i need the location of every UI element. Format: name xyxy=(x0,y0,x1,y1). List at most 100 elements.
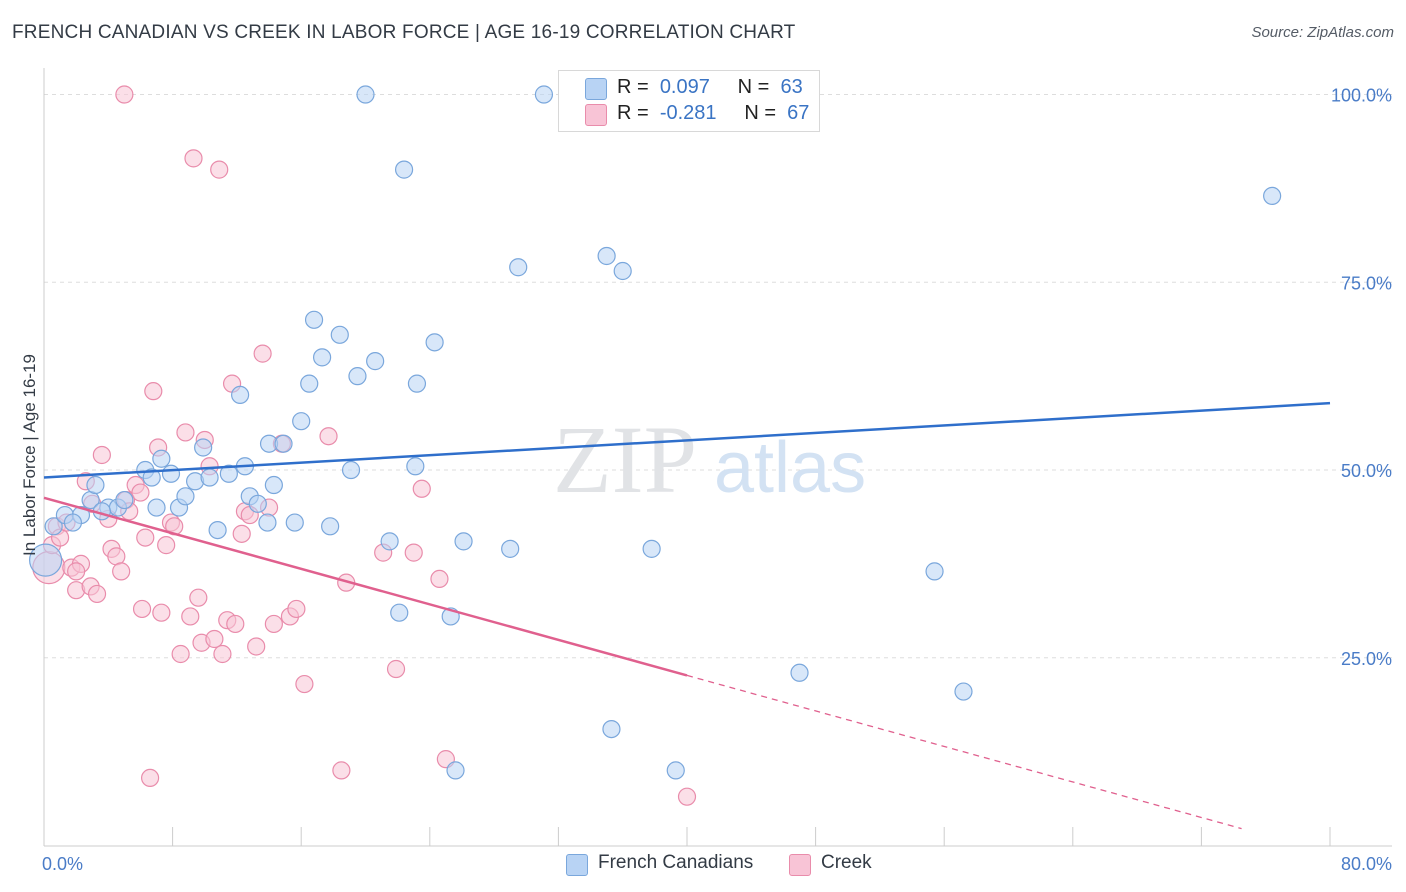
watermark-zip: ZIP xyxy=(553,406,697,513)
creek-point-46 xyxy=(253,344,272,363)
grid-layer xyxy=(44,94,1392,659)
creek-point-62 xyxy=(677,787,697,806)
french-canadian-point-39 xyxy=(380,532,399,551)
french-canadian-trend-line xyxy=(43,401,1331,479)
creek-point-41 xyxy=(226,614,245,634)
french-canadian-point-12 xyxy=(161,464,181,483)
french-canadian-point-29 xyxy=(292,412,311,431)
stats-r-label: R = xyxy=(617,76,649,98)
legend-swatch-creek xyxy=(789,854,811,876)
creek-point-31 xyxy=(184,149,203,168)
french-canadian-point-42 xyxy=(407,374,427,393)
creek-point-54 xyxy=(332,761,351,780)
creek-point-58 xyxy=(404,543,423,562)
french-canadian-point-40 xyxy=(390,603,409,622)
creek-point-45 xyxy=(247,637,266,656)
stats-swatch-french-canadians xyxy=(585,78,607,100)
french-canadian-point-14 xyxy=(176,487,195,506)
french-canadian-point-55 xyxy=(666,761,685,780)
creek-point-38 xyxy=(213,644,232,664)
creek-point-64 xyxy=(67,562,86,581)
french-canadian-point-51 xyxy=(597,246,616,266)
y-axis-label: In Labor Force | Age 16-19 xyxy=(20,354,39,556)
french-canadian-point-34 xyxy=(330,325,349,344)
creek-point-21 xyxy=(140,768,160,788)
legend-swatch-french-canadians xyxy=(566,854,588,876)
french-canadian-point-20 xyxy=(231,385,250,405)
french-canadian-point-1 xyxy=(44,517,63,536)
creek-point-19 xyxy=(132,599,152,619)
creek-point-14 xyxy=(107,547,126,566)
french-canadian-point-17 xyxy=(200,468,219,487)
y-tick-label-25: 25.0% xyxy=(1341,649,1392,669)
french-canadian-points xyxy=(29,85,1282,780)
legend-label-french-canadians: French Canadians xyxy=(598,852,754,873)
french-canadian-point-27 xyxy=(274,434,293,453)
tick-labels: 25.0% 50.0% 75.0% 100.0% 0.0% 80.0% xyxy=(42,86,1392,874)
french-canadian-point-58 xyxy=(954,682,973,701)
stats-r-value: -0.281 xyxy=(659,102,717,124)
x-tick-label-max: 80.0% xyxy=(1341,854,1392,874)
creek-point-66 xyxy=(131,483,150,502)
french-canadian-point-8 xyxy=(115,490,134,510)
axis-layer xyxy=(43,68,1392,847)
creek-point-48 xyxy=(264,614,283,634)
french-canadian-point-59 xyxy=(1263,186,1282,206)
french-canadian-point-49 xyxy=(509,258,528,277)
creek-point-53 xyxy=(319,427,338,446)
creek-point-32 xyxy=(189,588,208,607)
french-canadian-point-32 xyxy=(312,348,332,367)
french-canadian-point-46 xyxy=(446,761,465,780)
creek-point-37 xyxy=(210,160,229,179)
stats-r-value: 0.097 xyxy=(659,76,710,98)
french-canadian-point-33 xyxy=(321,517,340,536)
creek-point-59 xyxy=(412,479,431,498)
creek-point-11 xyxy=(92,445,111,465)
creek-point-29 xyxy=(176,423,195,442)
french-canadian-point-36 xyxy=(348,367,367,386)
stats-n-value: 67 xyxy=(787,102,810,124)
creek-point-22 xyxy=(144,382,163,401)
y-tick-label-75: 75.0% xyxy=(1341,273,1392,293)
creek-trend-line-extrapolated xyxy=(686,674,1242,830)
french-canadian-point-54 xyxy=(642,539,661,558)
french-canadian-point-50 xyxy=(534,85,554,104)
stats-r-label: R = xyxy=(617,102,649,124)
creek-point-20 xyxy=(136,528,155,547)
trend-lines xyxy=(43,401,1331,830)
french-canadian-point-35 xyxy=(341,460,361,480)
french-canadian-point-41 xyxy=(394,160,414,179)
french-canadian-point-18 xyxy=(208,520,227,540)
creek-trend-line xyxy=(43,496,688,677)
chart-title: FRENCH CANADIAN VS CREEK IN LABOR FORCE … xyxy=(12,22,796,43)
stats-n-value: 63 xyxy=(780,76,803,98)
creek-point-63 xyxy=(115,85,134,104)
french-canadian-point-47 xyxy=(454,532,473,551)
legend-label-creek: Creek xyxy=(821,852,872,873)
french-canadian-point-16 xyxy=(194,438,213,457)
french-canadian-point-52 xyxy=(602,719,621,739)
creek-point-42 xyxy=(232,524,251,543)
x-tick-label-min: 0.0% xyxy=(42,854,83,874)
stats-swatch-creek xyxy=(585,104,607,126)
french-canadian-point-48 xyxy=(501,539,520,558)
french-canadian-point-28 xyxy=(285,513,304,532)
french-canadian-point-11 xyxy=(152,449,171,468)
creek-point-36 xyxy=(205,629,224,649)
french-canadian-point-31 xyxy=(304,310,324,329)
creek-point-57 xyxy=(386,659,406,679)
french-canadian-point-19 xyxy=(219,464,238,483)
french-canadian-point-23 xyxy=(248,494,267,513)
french-canadian-point-43 xyxy=(406,457,425,476)
french-canadian-point-30 xyxy=(300,374,319,393)
creek-point-30 xyxy=(181,607,200,626)
creek-point-25 xyxy=(157,536,176,555)
stats-box: R = 0.097 N = 63 R = -0.281 N = 67 xyxy=(558,70,820,132)
french-canadian-point-37 xyxy=(356,85,375,104)
french-canadian-point-62 xyxy=(147,498,166,517)
y-tick-label-100: 100.0% xyxy=(1331,86,1392,106)
french-canadian-point-60 xyxy=(63,513,83,532)
creek-point-60 xyxy=(430,569,449,589)
french-canadian-point-57 xyxy=(925,562,944,581)
